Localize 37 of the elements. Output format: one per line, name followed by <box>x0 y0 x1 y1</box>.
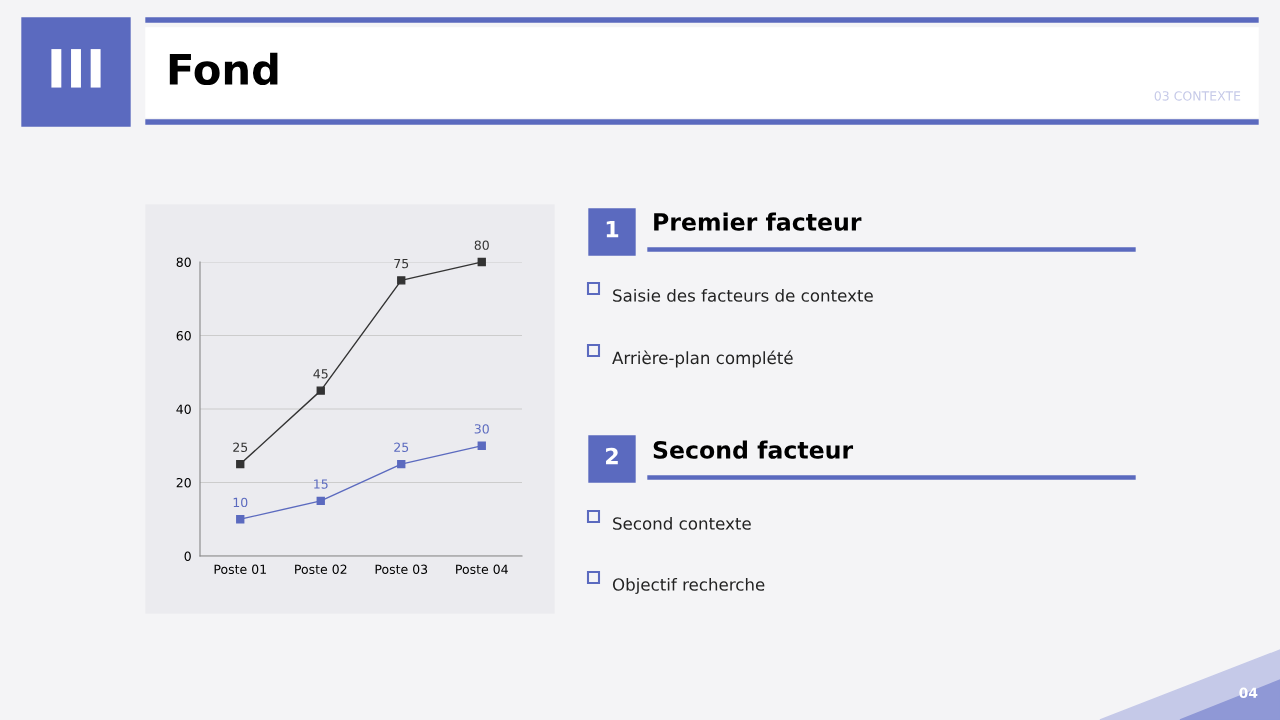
data-label: 25 <box>233 442 248 452</box>
x-tick-label: Poste 04 <box>456 564 508 575</box>
data-label: 75 <box>394 258 409 269</box>
text: Objectif recherche <box>612 577 765 595</box>
x-tick-label: Poste 01 <box>214 564 266 575</box>
text: 2 <box>606 447 618 465</box>
y-tick-label: 20 <box>176 477 191 488</box>
point <box>316 496 325 506</box>
text: Second facteur <box>653 440 854 459</box>
point <box>477 441 486 450</box>
text: Fond <box>169 52 278 86</box>
text: 04 <box>1239 687 1258 699</box>
text: Premier facteur <box>654 212 862 231</box>
data-label: 25 <box>394 442 409 452</box>
data-label: 15 <box>314 479 328 489</box>
y-tick-label: 60 <box>176 330 191 341</box>
text: III <box>51 49 101 88</box>
data-label: 45 <box>313 369 328 379</box>
point <box>397 459 406 469</box>
point <box>397 276 406 285</box>
x-tick-label: Poste 02 <box>295 564 347 575</box>
text: 03 CONTEXTE <box>1154 91 1241 101</box>
text: Arrière-plan complété <box>612 350 793 368</box>
point <box>236 515 245 524</box>
x-tick-label: Poste 03 <box>375 564 428 575</box>
data-label: 80 <box>474 240 489 250</box>
text: Second contexte <box>613 516 751 530</box>
point <box>477 257 486 267</box>
y-tick-label: 40 <box>176 404 191 414</box>
y-tick-label: 80 <box>176 257 191 267</box>
point <box>236 459 245 469</box>
text: Saisie des facteurs de contexte <box>613 288 873 302</box>
text: 1 <box>606 220 619 238</box>
y-tick-label: 0 <box>184 551 191 561</box>
data-label: 30 <box>474 424 489 434</box>
data-label: 10 <box>233 497 248 508</box>
point <box>316 386 325 395</box>
